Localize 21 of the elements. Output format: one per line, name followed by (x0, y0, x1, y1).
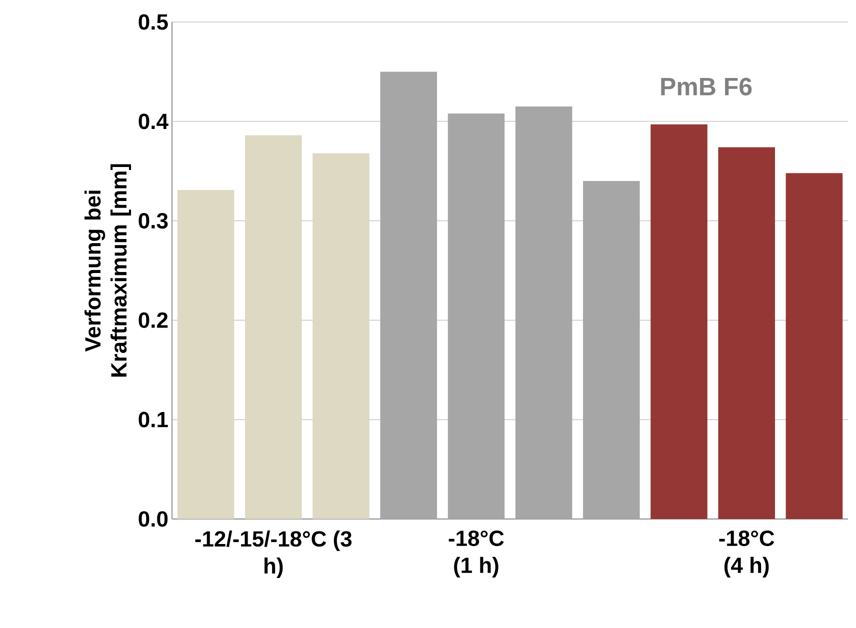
y-tick-label: 0.0 (138, 511, 168, 527)
bar (245, 135, 302, 519)
y-tick-label: 0.5 (138, 14, 168, 30)
bar (515, 106, 572, 519)
annotation: PmB F6 (661, 78, 752, 96)
bar (380, 72, 437, 519)
y-tick-label: 0.1 (138, 412, 168, 428)
bar (177, 190, 234, 519)
bar (583, 181, 640, 519)
bar (448, 113, 505, 519)
bar (786, 173, 843, 519)
bar (312, 153, 370, 519)
y-tick-label: 0.3 (138, 212, 168, 229)
y-tick-label: 0.4 (138, 114, 168, 130)
y-tick-label: 0.2 (138, 312, 168, 328)
bar (718, 147, 775, 519)
x-tick-label: -18°C (4 h) (719, 530, 774, 578)
x-tick-label: -18°C (1 h) (448, 530, 504, 578)
y-axis-title: Verformung bei Kraftmaximum [mm] (84, 164, 132, 377)
x-tick-label: -12/-15/-18°C (3 h) (195, 530, 352, 578)
bar (650, 124, 708, 519)
